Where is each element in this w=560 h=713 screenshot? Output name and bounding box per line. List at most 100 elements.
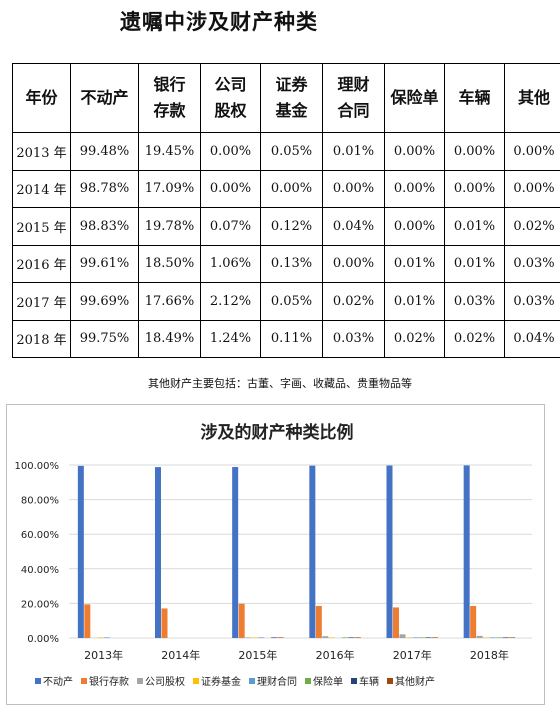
table-cell: 0.02% — [504, 207, 560, 246]
y-tick-label: 60.00% — [21, 530, 59, 541]
bar — [386, 465, 393, 638]
x-tick-label: 2017年 — [393, 648, 432, 662]
bar — [489, 637, 496, 638]
table-row: 2016 年 99.61% 18.50% 1.06% 0.13% 0.00% 0… — [12, 244, 560, 283]
table-cell: 0.01% — [384, 282, 445, 321]
table-cell: 99.69% — [70, 282, 139, 321]
bar — [309, 465, 316, 638]
legend-swatch — [249, 678, 255, 684]
chart-title: 涉及的财产种类比例 — [201, 422, 354, 443]
header-securities-fund: 证券基金 — [260, 63, 323, 133]
bar — [463, 465, 470, 638]
table-cell: 0.07% — [200, 207, 261, 246]
table-cell: 2.12% — [200, 282, 261, 321]
y-tick-label: 80.00% — [21, 496, 59, 507]
y-tick-label: 20.00% — [21, 599, 59, 610]
legend-label: 银行存款 — [89, 675, 129, 688]
bar — [483, 637, 490, 638]
bar — [425, 637, 432, 638]
legend-swatch — [351, 678, 357, 684]
bar — [348, 637, 355, 638]
bar — [341, 637, 348, 638]
bar — [412, 637, 419, 638]
bar — [354, 637, 361, 638]
table-cell: 1.06% — [200, 244, 261, 283]
header-bank-deposit: 银行存款 — [138, 63, 201, 133]
header-wealth-contract-text: 理财合同 — [337, 75, 370, 120]
table-cell: 0.02% — [322, 282, 385, 321]
table-cell: 18.49% — [138, 319, 201, 358]
bar — [271, 637, 278, 638]
x-tick-label: 2018年 — [470, 648, 509, 662]
bar — [232, 467, 239, 638]
table-cell: 0.12% — [260, 207, 323, 246]
table-cell: 0.01% — [384, 244, 445, 283]
bar — [470, 606, 477, 638]
header-company-equity: 公司股权 — [200, 63, 261, 133]
table-cell: 0.03% — [504, 244, 560, 283]
y-tick-label: 0.00% — [27, 634, 59, 645]
table-cell: 2017 年 — [12, 282, 71, 321]
header-bank-deposit-text: 银行存款 — [153, 75, 186, 120]
table-cell: 0.00% — [444, 169, 505, 208]
table-cell: 0.00% — [384, 207, 445, 246]
table-cell: 0.13% — [260, 244, 323, 283]
table-cell: 0.02% — [384, 319, 445, 358]
bar — [419, 637, 425, 638]
bar — [77, 465, 84, 638]
table-cell: 0.05% — [260, 132, 323, 171]
bar — [161, 608, 168, 638]
bar — [277, 637, 284, 638]
header-real-estate: 不动产 — [70, 63, 139, 133]
x-tick-label: 2013年 — [84, 648, 123, 662]
table-cell: 0.04% — [322, 207, 385, 246]
table-cell: 0.00% — [384, 132, 445, 171]
table-cell: 0.00% — [200, 132, 261, 171]
table-cell: 17.66% — [138, 282, 201, 321]
bar — [155, 467, 161, 638]
bar — [245, 637, 252, 638]
property-ratio-chart: 涉及的财产种类比例 0.00% 20.00% 40.00% 60.00% 80.00% 1… — [15, 422, 532, 688]
table-cell: 0.03% — [322, 319, 385, 358]
table-cell: 99.75% — [70, 319, 139, 358]
bar — [399, 634, 406, 638]
bar — [315, 605, 322, 638]
table-cell: 0.11% — [260, 319, 323, 358]
table-cell: 0.05% — [260, 282, 323, 321]
bar — [496, 637, 503, 638]
table-cell: 1.24% — [200, 319, 261, 358]
bar — [258, 637, 265, 638]
table-cell: 0.00% — [322, 169, 385, 208]
table-cell: 0.01% — [444, 207, 505, 246]
bar — [238, 603, 245, 638]
bar — [502, 637, 509, 638]
x-tick-label: 2016年 — [316, 648, 355, 662]
table-cell: 98.83% — [70, 207, 139, 246]
header-year: 年份 — [12, 63, 71, 133]
legend-label: 车辆 — [359, 675, 379, 688]
bar — [509, 637, 516, 638]
table-cell: 2015 年 — [12, 207, 71, 246]
bar — [322, 636, 329, 638]
legend-label: 其他财产 — [395, 675, 435, 688]
table-cell: 2018 年 — [12, 319, 71, 358]
table-cell: 2016 年 — [12, 244, 71, 283]
table-cell: 0.04% — [504, 319, 560, 358]
table-cell: 99.48% — [70, 132, 139, 171]
table-cell: 98.78% — [70, 169, 139, 208]
legend-label: 理财合同 — [257, 675, 297, 688]
bar — [251, 637, 258, 638]
table-cell: 0.03% — [504, 282, 560, 321]
header-other: 其他 — [504, 63, 560, 133]
legend-swatch — [137, 678, 143, 684]
table-footnote: 其他财产主要包括：古董、字画、收藏品、贵重物品等 — [148, 377, 412, 390]
legend-label: 保险单 — [313, 675, 343, 688]
bar — [103, 637, 110, 638]
table-row: 2018 年 99.75% 18.49% 1.24% 0.11% 0.03% 0… — [12, 319, 560, 358]
legend-label: 不动产 — [43, 675, 73, 688]
y-tick-label: 100.00% — [15, 461, 60, 472]
table-cell: 19.45% — [138, 132, 201, 171]
table-cell: 0.00% — [322, 244, 385, 283]
header-securities-fund-text: 证券基金 — [275, 75, 308, 120]
table-cell: 0.00% — [504, 169, 560, 208]
